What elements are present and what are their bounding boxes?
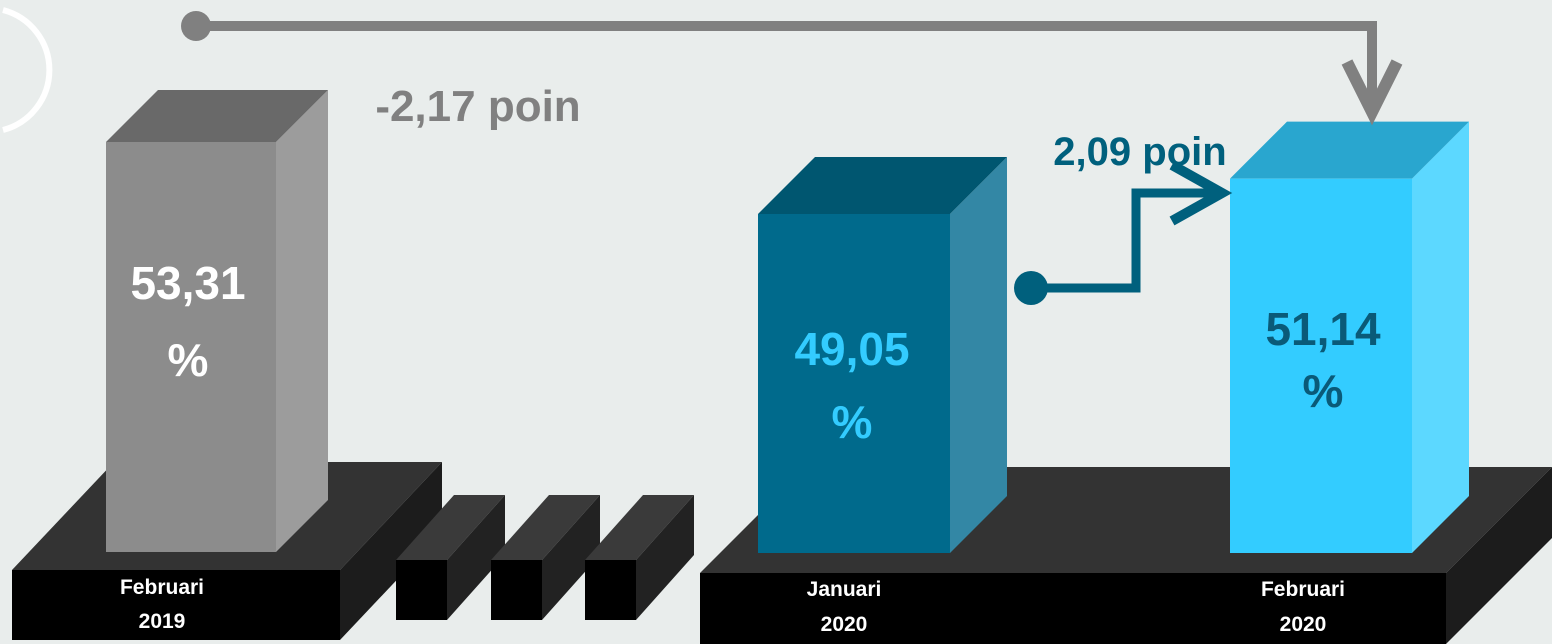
value-label-number: 53,31	[130, 257, 245, 309]
value-label-unit: %	[1303, 365, 1344, 417]
value-label-number: 51,14	[1265, 303, 1381, 355]
category-label: 2020	[1280, 613, 1327, 636]
bar-februari-2020	[1230, 121, 1469, 553]
category-label: 2019	[139, 610, 186, 633]
annotation-blue: 2,09 poin	[1053, 130, 1226, 174]
connector-gray	[181, 11, 1403, 126]
value-label-unit: %	[168, 334, 209, 386]
category-label: Februari	[120, 576, 204, 599]
bar-februari-2019	[106, 90, 328, 552]
connector-blue	[1014, 160, 1233, 305]
annotation-gray: -2,17 poin	[375, 82, 580, 131]
value-label-number: 49,05	[794, 323, 909, 375]
category-label: Februari	[1261, 578, 1345, 601]
value-label-unit: %	[832, 396, 873, 448]
category-label: Januari	[807, 578, 882, 601]
decorative-ring	[2, 7, 53, 133]
category-label: 2020	[821, 613, 868, 636]
platform-steps	[396, 495, 694, 620]
bar-januari-2020	[758, 156, 1007, 553]
